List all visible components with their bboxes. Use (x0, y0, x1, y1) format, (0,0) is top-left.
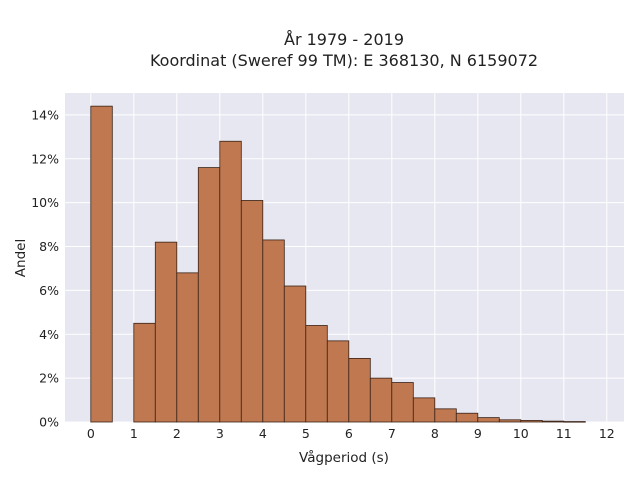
chart-title-line2: Koordinat (Sweref 99 TM): E 368130, N 61… (150, 51, 538, 70)
histogram-bar (412, 397, 436, 423)
x-tick-label: 8 (431, 426, 439, 441)
x-tick-label: 1 (130, 426, 138, 441)
histogram-bar (434, 408, 457, 423)
histogram-bar (305, 325, 328, 423)
y-tick-label: 0% (39, 415, 59, 430)
x-tick-label: 12 (599, 426, 615, 441)
chart-title-line1: År 1979 - 2019 (284, 30, 404, 49)
y-tick-label: 12% (31, 151, 59, 166)
histogram-bar (176, 272, 199, 423)
x-tick-label: 5 (302, 426, 310, 441)
histogram-bar (219, 140, 242, 423)
histogram-bar (262, 239, 285, 423)
histogram-bar (520, 420, 543, 423)
y-tick-label: 4% (39, 327, 59, 342)
histogram-bar (283, 285, 307, 423)
histogram-bar (369, 377, 393, 423)
x-tick-label: 4 (259, 426, 267, 441)
x-tick-label: 0 (87, 426, 95, 441)
x-tick-label: 2 (173, 426, 181, 441)
histogram-bar (455, 412, 479, 423)
histogram-bar (133, 322, 156, 423)
y-axis-ticks: 0% 2% 4% 6% 8% 10% 12% 14% (31, 107, 59, 429)
histogram-bar (240, 200, 264, 423)
x-tick-label: 6 (345, 426, 353, 441)
x-axis-label: Vågperiod (s) (299, 449, 389, 466)
y-tick-label: 2% (39, 371, 59, 386)
x-tick-label: 3 (216, 426, 224, 441)
y-tick-label: 8% (39, 239, 59, 254)
y-tick-label: 6% (39, 283, 59, 298)
histogram-bar (197, 167, 221, 423)
histogram-bar (154, 241, 178, 423)
histogram-bar (498, 419, 522, 423)
histogram-bar (348, 357, 371, 423)
x-axis-ticks: 0 1 2 3 4 5 6 7 8 9 10 11 12 (87, 426, 615, 441)
x-tick-label: 9 (474, 426, 482, 441)
y-tick-label: 14% (31, 107, 59, 122)
histogram-bar (541, 420, 565, 423)
histogram-bar (391, 382, 414, 423)
histogram-bar (90, 105, 113, 423)
histogram-bar (477, 417, 500, 423)
histogram-bar (326, 340, 350, 423)
x-tick-label: 7 (388, 426, 396, 441)
x-tick-label: 11 (556, 426, 572, 441)
x-tick-label: 10 (513, 426, 529, 441)
bars (90, 105, 586, 423)
histogram-bar (563, 421, 586, 423)
y-axis-label: Andel (13, 239, 29, 277)
y-tick-label: 10% (31, 195, 59, 210)
